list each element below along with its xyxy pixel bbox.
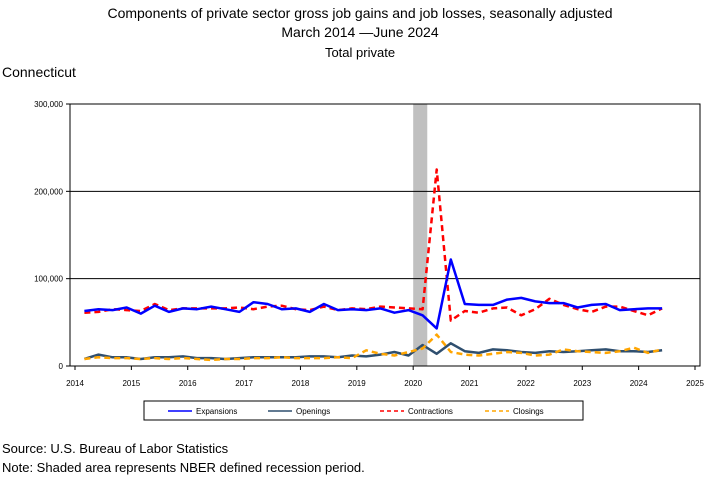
series-line-contractions <box>84 168 663 322</box>
series-line-closings <box>84 333 663 362</box>
x-tick-label: 2014 <box>66 379 84 388</box>
legend-label-expansions: Expansions <box>196 407 237 416</box>
recession-band <box>413 104 428 366</box>
x-tick-label: 2023 <box>573 379 591 388</box>
recession-note: Note: Shaded area represents NBER define… <box>2 460 365 475</box>
chart-subtitle: Total private <box>324 45 396 60</box>
recession-band-layer <box>413 104 428 366</box>
x-tick-label: 2016 <box>179 379 197 388</box>
legend: Expansions Openings Contractions Closings <box>143 400 584 421</box>
x-axis-ticks: 2014 2015 2016 2017 2018 2019 2020 2021 2022 2023… <box>66 366 704 388</box>
source-note: Source: U.S. Bureau of Labor Statistics <box>2 441 229 456</box>
x-tick-label: 2022 <box>517 379 535 388</box>
series-line-openings <box>84 342 663 361</box>
plot-frame <box>69 103 701 367</box>
x-tick-label: 2019 <box>348 379 366 388</box>
y-axis-ticks: 0 100,000 200,000 300,000 <box>34 100 70 371</box>
y-tick-label: 300,000 <box>34 100 63 109</box>
x-tick-label: 2017 <box>235 379 253 388</box>
series-line-expansions <box>84 258 663 330</box>
x-tick-label: 2024 <box>630 379 648 388</box>
legend-box <box>143 400 584 421</box>
series-lines <box>84 168 663 362</box>
x-tick-label: 2025 <box>686 379 704 388</box>
area-label: Connecticut <box>2 64 76 80</box>
x-tick-label: 2020 <box>404 379 422 388</box>
legend-label-contractions: Contractions <box>408 407 453 416</box>
x-tick-label: 2021 <box>461 379 479 388</box>
chart-title: Components of private sector gross job g… <box>107 5 613 21</box>
y-tick-label: 0 <box>59 362 64 371</box>
y-tick-label: 100,000 <box>34 275 63 284</box>
legend-label-openings: Openings <box>296 407 330 416</box>
x-tick-label: 2015 <box>122 379 140 388</box>
x-tick-label: 2018 <box>292 379 310 388</box>
gridlines <box>70 103 700 367</box>
legend-label-closings: Closings <box>513 407 544 416</box>
y-tick-label: 200,000 <box>34 187 63 196</box>
chart-date-range: March 2014 —June 2024 <box>281 24 439 40</box>
